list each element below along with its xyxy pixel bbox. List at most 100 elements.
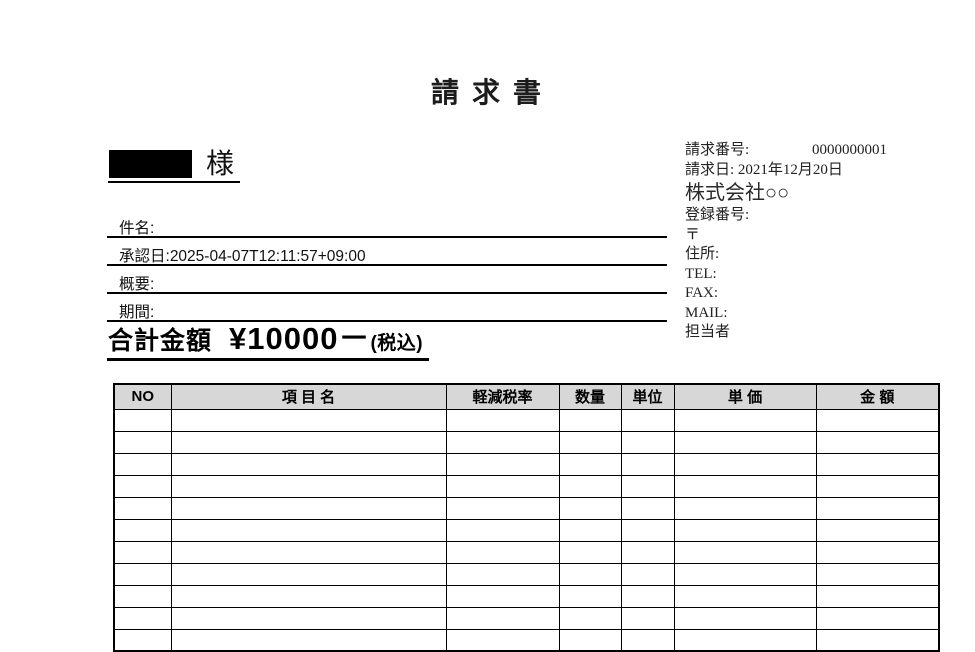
table-row xyxy=(113,584,940,608)
table-cell xyxy=(673,584,817,608)
table-cell xyxy=(170,606,447,630)
issuer-registration-number: 登録番号: xyxy=(685,207,750,223)
table-cell xyxy=(815,628,940,652)
table-cell xyxy=(673,628,817,652)
table-cell xyxy=(815,408,940,432)
table-cell xyxy=(558,540,622,564)
invoice-date-row: 請求日: 2021年12月20日 xyxy=(685,161,955,181)
table-cell xyxy=(673,540,817,564)
issuer-company-name: 株式会社○○ xyxy=(685,182,790,204)
total-amount-line: 合計金額 ¥10000－ (税込) xyxy=(107,321,430,361)
issuer-block: 請求番号: 0000000001 請求日: 2021年12月20日 株式会社○○ … xyxy=(685,141,955,343)
page-title: 請 求 書 xyxy=(430,78,544,109)
col-header-unit: 単位 xyxy=(620,383,675,410)
invoice-table-body xyxy=(113,408,940,652)
table-row xyxy=(113,496,940,520)
table-cell xyxy=(113,408,172,432)
table-cell xyxy=(445,584,560,608)
table-cell xyxy=(558,430,622,454)
customer-honorific: 様 xyxy=(206,148,235,179)
field-approval-date-value: 2025-04-07T12:11:57+09:00 xyxy=(169,248,366,265)
issuer-contact-person: 担当者 xyxy=(685,324,731,340)
table-cell xyxy=(620,474,675,498)
table-cell xyxy=(815,474,940,498)
invoice-number-label: 請求番号: xyxy=(685,142,750,158)
table-cell xyxy=(620,562,675,586)
table-cell xyxy=(620,408,675,432)
line-items-table: NO 項 目 名 軽減税率 数量 単位 単 価 金 額 xyxy=(113,383,940,652)
table-cell xyxy=(558,584,622,608)
issuer-fax: FAX: xyxy=(685,285,719,301)
table-cell xyxy=(620,518,675,542)
issuer-address: 住所: xyxy=(685,246,720,262)
table-cell xyxy=(445,518,560,542)
table-cell xyxy=(170,430,447,454)
table-cell xyxy=(558,518,622,542)
table-cell xyxy=(445,606,560,630)
table-cell xyxy=(558,452,622,476)
table-cell xyxy=(815,430,940,454)
table-cell xyxy=(673,452,817,476)
table-cell xyxy=(445,430,560,454)
table-cell xyxy=(620,452,675,476)
table-cell xyxy=(620,540,675,564)
issuer-tel: TEL: xyxy=(685,265,717,282)
table-cell xyxy=(445,628,560,652)
col-header-item-name: 項 目 名 xyxy=(170,383,447,410)
table-cell xyxy=(620,606,675,630)
table-cell xyxy=(445,540,560,564)
field-period-label: 期間: xyxy=(119,304,155,321)
field-period: 期間: xyxy=(107,294,667,322)
table-cell xyxy=(170,628,447,652)
col-header-no: NO xyxy=(113,383,172,410)
table-cell xyxy=(815,540,940,564)
table-cell xyxy=(445,452,560,476)
field-summary: 概要: xyxy=(107,266,667,294)
table-cell xyxy=(620,496,675,520)
table-cell xyxy=(558,474,622,498)
table-cell xyxy=(558,408,622,432)
table-row xyxy=(113,408,940,432)
total-label: 合計金額 xyxy=(108,327,213,355)
field-approval-date: 承認日:2025-04-07T12:11:57+09:00 xyxy=(107,238,667,266)
table-row xyxy=(113,540,940,564)
table-cell xyxy=(620,628,675,652)
col-header-unit-price: 単 価 xyxy=(673,383,817,410)
table-cell xyxy=(445,408,560,432)
invoice-date-value: 2021年12月20日 xyxy=(737,161,843,178)
table-cell xyxy=(170,562,447,586)
table-cell xyxy=(170,584,447,608)
field-approval-date-label: 承認日: xyxy=(119,248,170,265)
table-cell xyxy=(673,430,817,454)
table-cell xyxy=(113,584,172,608)
table-cell xyxy=(170,540,447,564)
table-cell xyxy=(673,474,817,498)
invoice-fields: 件名: 承認日:2025-04-07T12:11:57+09:00 概要: 期間… xyxy=(107,210,667,322)
table-row xyxy=(113,452,940,476)
field-subject-label: 件名: xyxy=(119,220,155,237)
table-row xyxy=(113,518,940,542)
table-cell xyxy=(113,606,172,630)
total-amount-value: ¥10000－ xyxy=(229,321,371,356)
table-header-row: NO 項 目 名 軽減税率 数量 単位 単 価 金 額 xyxy=(113,383,940,410)
field-subject: 件名: xyxy=(107,210,667,238)
table-cell xyxy=(170,408,447,432)
col-header-reduced-tax-rate: 軽減税率 xyxy=(445,383,560,410)
table-cell xyxy=(558,606,622,630)
table-cell xyxy=(815,496,940,520)
table-cell xyxy=(113,430,172,454)
table-cell xyxy=(558,562,622,586)
table-cell xyxy=(620,430,675,454)
table-cell xyxy=(558,496,622,520)
table-row xyxy=(113,562,940,586)
table-cell xyxy=(170,452,447,476)
table-cell xyxy=(673,518,817,542)
col-header-amount: 金 額 xyxy=(815,383,940,410)
table-cell xyxy=(815,606,940,630)
table-cell xyxy=(113,540,172,564)
table-cell xyxy=(815,452,940,476)
table-cell xyxy=(170,496,447,520)
table-cell xyxy=(673,606,817,630)
table-row xyxy=(113,430,940,454)
invoice-date-label: 請求日: xyxy=(685,161,735,178)
